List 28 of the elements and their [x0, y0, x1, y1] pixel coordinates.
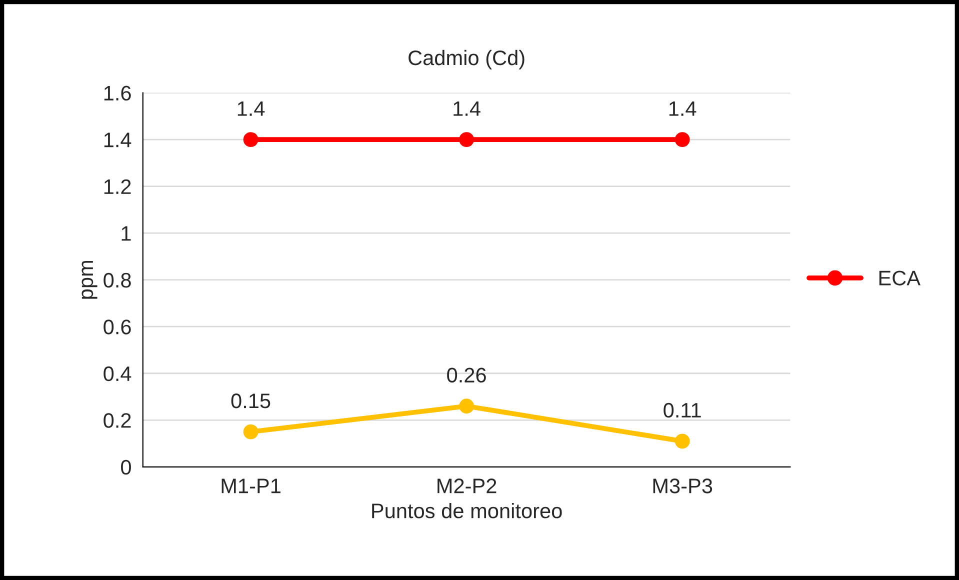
- y-tick-label: 1.6: [104, 86, 131, 101]
- data-label: 0.15: [231, 394, 270, 408]
- y-tick-label: 0.4: [104, 366, 132, 382]
- y-tick-label: 1: [122, 226, 131, 241]
- y-tick-label: 0: [121, 460, 131, 475]
- legend-label: ECA: [879, 270, 921, 286]
- y-tick-label: 0.8: [104, 272, 131, 288]
- x-axis-title: Puntos de monitoreo: [372, 502, 562, 518]
- point: [459, 398, 474, 414]
- point: [243, 424, 258, 440]
- point: [243, 132, 258, 148]
- point: [674, 434, 690, 449]
- x-tick-label: M3-P3: [653, 478, 712, 494]
- data-label: 1.4: [238, 101, 265, 116]
- chart-title: Cadmio (Cd): [408, 50, 524, 70]
- data-label: 0.11: [664, 402, 701, 418]
- y-tick-label: 1.2: [104, 179, 131, 194]
- data-label: 1.4: [454, 101, 480, 116]
- y-tick-label: 1.4: [104, 132, 132, 148]
- x-tick-label: M2-P2: [438, 478, 496, 494]
- y-tick-label: 0.6: [104, 320, 131, 334]
- x-tick-label: M1-P1: [222, 478, 280, 494]
- point: [674, 132, 690, 148]
- data-label: 0.26: [447, 368, 486, 383]
- point: [459, 132, 474, 148]
- y-axis-title: ppm: [82, 260, 98, 299]
- y-tick-label: 0.2: [104, 413, 131, 428]
- data-label: 1.4: [669, 101, 696, 116]
